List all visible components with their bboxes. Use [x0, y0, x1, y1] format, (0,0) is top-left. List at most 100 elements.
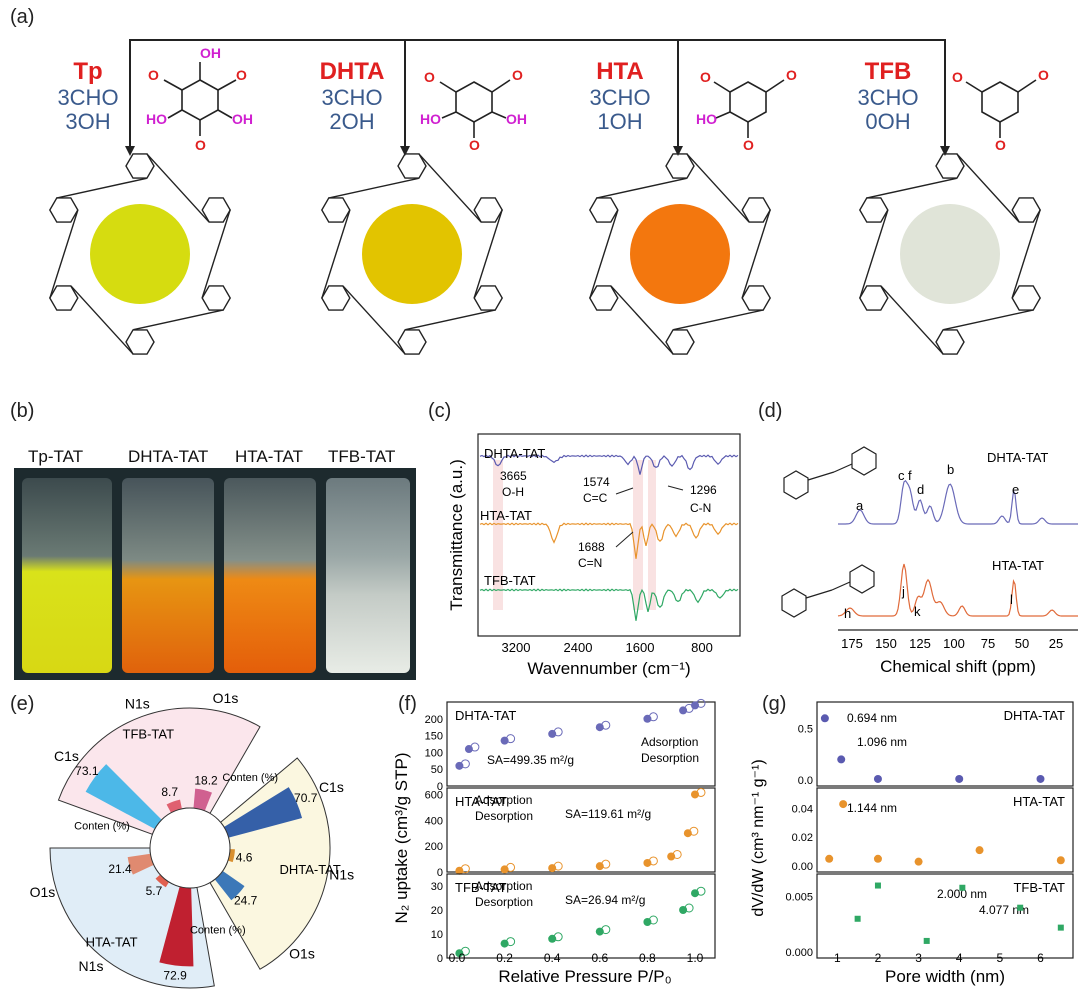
iso-point-des	[553, 727, 563, 737]
beaker-label-tfb: TFB-TAT	[328, 447, 396, 466]
xps-bar-label: 8.7	[161, 785, 178, 799]
xps-bar	[127, 853, 154, 875]
cof-ring-hexagon	[48, 285, 79, 311]
panel-c-label: (c)	[428, 400, 452, 422]
iso-ytick: 400	[425, 815, 443, 827]
svg-text:O: O	[469, 137, 480, 153]
iso-point-des	[506, 937, 516, 947]
psd-point	[1056, 856, 1065, 865]
xps-element-label: N1s	[125, 695, 150, 711]
cof-ring-linker	[673, 309, 764, 331]
xps-element-label: N1s	[329, 867, 354, 883]
psd-point	[873, 854, 882, 863]
cof-ring-linker	[686, 153, 750, 223]
iso-ytick: 600	[425, 789, 443, 801]
xps-element-label: O1s	[30, 884, 56, 900]
cof-ring-hexagon	[473, 197, 504, 223]
cof-ring-linker	[859, 210, 889, 299]
iso-point-des	[553, 861, 563, 871]
psd-annotation: 4.077 nm	[979, 903, 1029, 917]
cof-ring-linker	[342, 285, 406, 355]
iso-xtick: 0.4	[544, 951, 561, 965]
iso-point-des	[601, 859, 611, 869]
xps-bar-label: 24.7	[234, 894, 258, 908]
iso-legend-des: Desorption	[475, 809, 533, 823]
cof-ring-hexagon	[201, 285, 232, 311]
svg-text:O: O	[424, 69, 435, 85]
svg-text:O: O	[995, 137, 1006, 153]
psd-subplot-name: TFB-TAT	[1013, 880, 1065, 895]
beaker-label-dhta: DHTA-TAT	[128, 447, 209, 466]
iso-ytick: 200	[425, 841, 443, 853]
cof-ring-linker	[596, 177, 687, 199]
cof-ring-hexagon	[473, 285, 504, 311]
monomer-hta-structure	[713, 79, 785, 138]
cof-ring-hexagon	[48, 197, 79, 223]
xps-axis-label: Conten (%)	[190, 925, 246, 937]
monomer-hta-text: HTA 3CHO 1OH	[589, 58, 651, 134]
beaker-label-hta: HTA-TAT	[235, 447, 303, 466]
iso-point-des	[689, 826, 699, 836]
cof-ring-hexagon	[397, 329, 427, 355]
iso-xtick: 0.2	[496, 951, 513, 965]
svg-text:25: 25	[1049, 636, 1063, 651]
iso-surface-area: SA=499.35 m²/g	[487, 753, 574, 767]
cof-ring-linker	[56, 177, 147, 199]
ftir-ann-c-n: C=N	[578, 556, 602, 570]
xps-bar-label: 70.7	[294, 791, 318, 805]
ftir-ann-1574: 1574	[583, 475, 610, 489]
psd-xtick: 5	[997, 951, 1004, 965]
iso-legend-des: Desorption	[641, 751, 699, 765]
ftir-ann-3665: 3665	[500, 469, 527, 483]
psd-annotation: 2.000 nm	[937, 887, 987, 901]
cof-ring-linker	[49, 210, 79, 299]
psd-xtick: 3	[915, 951, 922, 965]
iso-point-des	[684, 903, 694, 913]
panel-a-figure: OH O O HO OH O O O HO OH O O O HO O O O …	[48, 39, 1049, 355]
svg-text:O: O	[786, 67, 797, 83]
xps-bar-label: 5.7	[146, 884, 163, 898]
beaker-dhta	[122, 478, 214, 673]
cof-ring-hexagon	[741, 285, 772, 311]
iso-subplot-name: HTA-TAT	[455, 794, 507, 809]
iso-point-des	[696, 787, 706, 797]
cof-ring-linker	[321, 210, 351, 299]
psd-xtick: 2	[875, 951, 882, 965]
psd-point	[975, 846, 984, 855]
psd-annotation: 0.694 nm	[847, 711, 897, 725]
panel-a-label: (a)	[10, 6, 35, 28]
svg-text:O: O	[1038, 67, 1049, 83]
cof-ring-linker	[328, 177, 419, 199]
iso-ytick: 0	[437, 781, 443, 793]
psd-point	[874, 882, 881, 889]
svg-text:HO: HO	[146, 111, 167, 127]
xps-bar	[193, 788, 212, 811]
cof-ring-linker	[956, 153, 1020, 223]
xps-bar-label: 21.4	[108, 862, 132, 876]
xps-bar	[227, 849, 235, 863]
psd-point	[825, 854, 834, 863]
xps-element-label: N1s	[79, 958, 104, 974]
svg-text:100: 100	[943, 636, 965, 651]
psd-point	[839, 800, 848, 809]
psd-point	[923, 937, 930, 944]
nmr-series-hta: HTA-TAT	[992, 558, 1044, 573]
nmr-series-dhta: DHTA-TAT	[987, 450, 1048, 465]
panel-d-label: (d)	[758, 400, 783, 422]
iso-point-des	[506, 734, 516, 744]
xps-bar	[214, 870, 245, 901]
xps-axis-label: Conten (%)	[222, 772, 278, 784]
ftir-chart: DHTA-TAT HTA-TAT TFB-TAT 3665 O-H 1574 C…	[447, 433, 741, 678]
svg-text:O: O	[195, 137, 206, 153]
iso-xtick: 0.8	[639, 951, 656, 965]
iso-legend-ads: Adsorption	[475, 879, 532, 893]
cof-ring-hexagon	[1011, 285, 1042, 311]
cof-ring-hexagon	[935, 329, 965, 355]
cof-ring-hexagon	[125, 329, 155, 355]
svg-text:O: O	[236, 67, 247, 83]
xps-element-label: C1s	[319, 779, 344, 795]
iso-point-des	[460, 864, 470, 874]
xps-bar-label: 72.9	[163, 968, 187, 982]
beaker-tp	[22, 478, 112, 673]
